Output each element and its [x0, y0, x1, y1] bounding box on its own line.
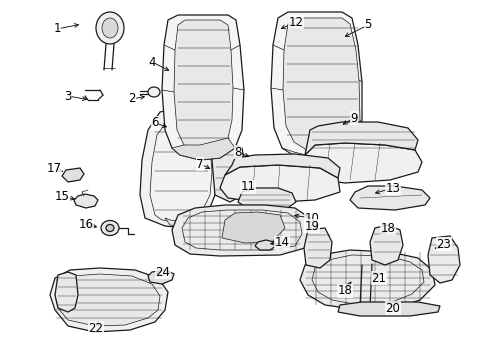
Text: 3: 3 — [64, 90, 72, 103]
Text: 18: 18 — [380, 221, 395, 234]
Text: 19: 19 — [304, 220, 319, 233]
Text: 23: 23 — [436, 238, 450, 251]
Polygon shape — [304, 228, 331, 268]
Polygon shape — [283, 18, 359, 155]
Text: 8: 8 — [234, 145, 241, 158]
Polygon shape — [427, 236, 459, 283]
Polygon shape — [62, 168, 84, 182]
Polygon shape — [212, 142, 244, 202]
Text: 5: 5 — [364, 18, 371, 31]
Polygon shape — [220, 165, 339, 203]
Polygon shape — [238, 188, 295, 210]
Text: 10: 10 — [304, 211, 319, 225]
Text: 15: 15 — [55, 189, 69, 202]
Text: 12: 12 — [288, 15, 303, 28]
Text: 17: 17 — [46, 162, 61, 175]
Polygon shape — [55, 272, 78, 312]
Polygon shape — [270, 12, 361, 162]
Polygon shape — [337, 302, 439, 316]
Text: 9: 9 — [349, 112, 357, 125]
Polygon shape — [369, 225, 402, 265]
Polygon shape — [282, 145, 355, 162]
Text: 11: 11 — [240, 180, 255, 194]
Polygon shape — [299, 250, 434, 310]
Text: 13: 13 — [385, 181, 400, 194]
Text: 24: 24 — [155, 266, 170, 279]
Polygon shape — [162, 15, 244, 160]
Ellipse shape — [96, 12, 124, 44]
Polygon shape — [172, 138, 235, 160]
Text: 14: 14 — [274, 237, 289, 249]
Text: 1: 1 — [53, 22, 61, 36]
Ellipse shape — [106, 225, 114, 231]
Text: 22: 22 — [88, 321, 103, 334]
Text: 4: 4 — [148, 55, 156, 68]
Polygon shape — [164, 215, 204, 228]
Text: 18: 18 — [337, 284, 352, 297]
Polygon shape — [299, 143, 421, 183]
Text: 6: 6 — [151, 117, 159, 130]
Polygon shape — [224, 154, 339, 178]
Polygon shape — [148, 270, 174, 284]
Polygon shape — [140, 108, 218, 228]
Text: 16: 16 — [79, 217, 93, 230]
Polygon shape — [349, 186, 429, 210]
Polygon shape — [174, 20, 232, 150]
Polygon shape — [222, 212, 285, 243]
Text: 20: 20 — [385, 302, 400, 315]
Ellipse shape — [148, 87, 160, 97]
Text: 2: 2 — [128, 93, 136, 105]
Polygon shape — [50, 268, 168, 332]
Polygon shape — [55, 274, 160, 326]
Text: 21: 21 — [371, 271, 386, 284]
Polygon shape — [172, 205, 311, 256]
Ellipse shape — [102, 18, 118, 38]
Polygon shape — [305, 122, 417, 155]
Ellipse shape — [101, 220, 119, 235]
Polygon shape — [254, 240, 275, 250]
Text: 7: 7 — [196, 158, 203, 171]
Polygon shape — [74, 194, 98, 208]
